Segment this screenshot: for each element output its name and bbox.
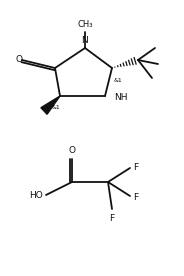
Text: F: F [133,163,138,171]
Text: NH: NH [114,92,128,102]
Text: HO: HO [29,192,43,200]
Text: N: N [82,36,88,45]
Text: CH₃: CH₃ [77,20,93,29]
Text: F: F [109,214,115,223]
Text: O: O [68,146,75,155]
Text: &1: &1 [52,105,60,110]
Text: F: F [133,192,138,201]
Text: O: O [15,54,22,63]
Text: &1: &1 [114,78,123,83]
Polygon shape [41,96,60,114]
